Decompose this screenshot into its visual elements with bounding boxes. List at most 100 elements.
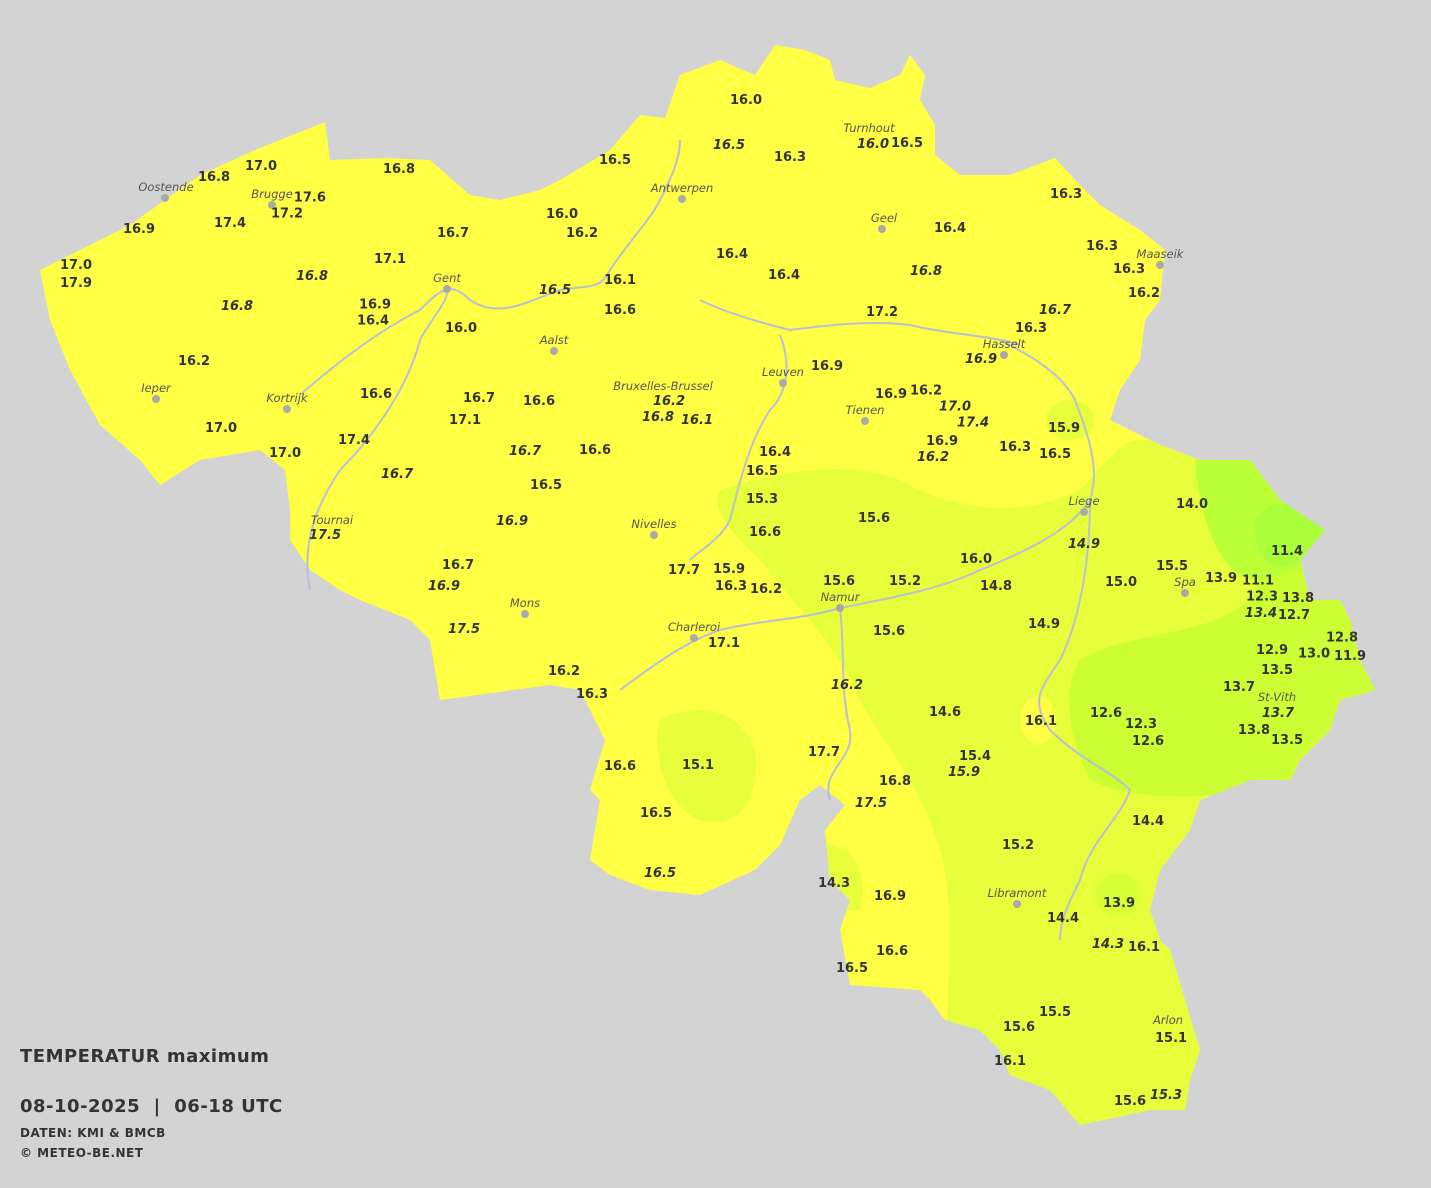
station-temperature: 14.4 (1132, 814, 1164, 829)
copyright: © METEO-BE.NET (20, 1146, 144, 1160)
city-libramont: Libramont (988, 886, 1047, 908)
station-temperature: 16.2 (750, 582, 782, 597)
station-temperature: 16.0 (857, 137, 889, 152)
city-dot-icon (678, 195, 686, 203)
station-temperature: 16.4 (934, 221, 966, 236)
station-temperature: 15.1 (1155, 1031, 1187, 1046)
station-temperature: 17.6 (294, 191, 326, 206)
station-temperature: 15.9 (948, 765, 980, 780)
city-label: Mons (510, 596, 540, 610)
city-dot-icon (268, 201, 276, 209)
station-temperature: 13.9 (1205, 571, 1237, 586)
station-temperature: 16.5 (836, 961, 868, 976)
river (306, 288, 449, 591)
station-temperature: 16.5 (530, 478, 562, 493)
station-temperature: 16.4 (357, 314, 389, 329)
station-temperature: 15.5 (1156, 559, 1188, 574)
station-temperature: 15.6 (1003, 1020, 1035, 1035)
station-temperature: 16.2 (1128, 286, 1160, 301)
station-temperature: 16.8 (879, 774, 911, 789)
city-label: Aalst (539, 333, 569, 347)
station-temperature: 14.0 (1176, 497, 1208, 512)
station-temperature: 16.7 (442, 558, 474, 573)
city-turnhout: Turnhout (843, 121, 895, 135)
city-label: Hasselt (983, 337, 1026, 351)
station-temperature: 16.2 (566, 226, 598, 241)
station-temperature: 12.6 (1132, 734, 1164, 749)
station-temperature: 15.1 (682, 758, 714, 773)
station-temperature: 16.9 (811, 359, 843, 374)
station-temperature: 16.9 (428, 579, 460, 594)
station-temperature: 17.0 (269, 446, 301, 461)
city-charleroi: Charleroi (668, 620, 721, 642)
station-temperature: 13.7 (1223, 680, 1255, 695)
city-label: Antwerpen (650, 181, 714, 195)
station-temperature: 16.5 (1039, 447, 1071, 462)
station-temperature: 16.6 (604, 303, 636, 318)
station-temperature: 16.3 (774, 150, 806, 165)
station-temperature: 15.6 (873, 624, 905, 639)
station-temperature: 11.4 (1271, 544, 1303, 559)
station-temperature: 11.9 (1334, 649, 1366, 664)
station-temperature: 16.5 (713, 138, 745, 153)
station-temperature: 16.9 (123, 222, 155, 237)
station-temperature: 15.4 (959, 749, 991, 764)
city-dot-icon (878, 225, 886, 233)
station-temperature: 16.6 (604, 759, 636, 774)
station-temperature: 15.2 (1002, 838, 1034, 853)
city-spa: Spa (1174, 575, 1196, 597)
city-dot-icon (1013, 900, 1021, 908)
city-bruxelles-brussel: Bruxelles-Brussel (613, 379, 713, 393)
city-label: Gent (433, 271, 461, 285)
map-date: 08-10-2025 | 06-18 UTC (20, 1096, 283, 1117)
station-temperature: 15.9 (713, 562, 745, 577)
station-temperature: 16.2 (548, 664, 580, 679)
station-temperature: 16.8 (296, 269, 328, 284)
station-temperature: 16.1 (1025, 714, 1057, 729)
station-temperature: 16.3 (1086, 239, 1118, 254)
station-temperature: 16.0 (960, 552, 992, 567)
station-temperature: 16.1 (1128, 940, 1160, 955)
river (619, 339, 1096, 691)
station-temperature: 16.0 (546, 207, 578, 222)
station-temperature: 13.0 (1298, 647, 1330, 662)
station-temperature: 15.5 (1039, 1005, 1071, 1020)
station-temperature: 17.7 (808, 745, 840, 760)
cities: Oostende Brugge Gent Ieper Kortrijk Aalst Brux… (138, 121, 1296, 1027)
city-dot-icon (521, 610, 529, 618)
station-temperature: 15.3 (1150, 1088, 1182, 1103)
station-temperature: 14.6 (929, 705, 961, 720)
station-temperature: 17.1 (374, 252, 406, 267)
city-label: Turnhout (843, 121, 895, 135)
station-temperature: 16.7 (463, 391, 495, 406)
city-label: Nivelles (631, 517, 676, 531)
city-dot-icon (443, 285, 451, 293)
station-temperature: 16.3 (1050, 187, 1082, 202)
city-dot-icon (550, 347, 558, 355)
river (1038, 499, 1132, 941)
station-temperature: 16.3 (999, 440, 1031, 455)
city-dot-icon (861, 417, 869, 425)
city-label: Tournai (311, 513, 354, 527)
station-temperature: 11.1 (1242, 574, 1274, 589)
station-temperature: 16.3 (1015, 321, 1047, 336)
station-temperature: 16.5 (891, 136, 923, 151)
station-temperature: 15.6 (858, 511, 890, 526)
station-temperature: 16.2 (910, 384, 942, 399)
city-label: Spa (1174, 575, 1196, 589)
zone-local-max (1020, 696, 1056, 744)
city-ieper: Ieper (141, 381, 172, 403)
city-maaseik: Maaseik (1137, 247, 1185, 269)
station-temperature: 12.6 (1090, 706, 1122, 721)
map-title: TEMPERATUR maximum (20, 1046, 270, 1067)
station-temperature: 16.3 (576, 687, 608, 702)
station-values: 16.016.516.316.0 16.516.517.016.816.817.6… (60, 93, 1366, 1109)
city-dot-icon (283, 405, 291, 413)
city-label: Namur (821, 590, 861, 604)
station-temperature: 16.6 (749, 525, 781, 540)
city-leuven: Leuven (762, 365, 804, 387)
city-namur: Namur (821, 590, 861, 612)
station-temperature: 13.8 (1282, 591, 1314, 606)
station-temperature: 16.0 (730, 93, 762, 108)
